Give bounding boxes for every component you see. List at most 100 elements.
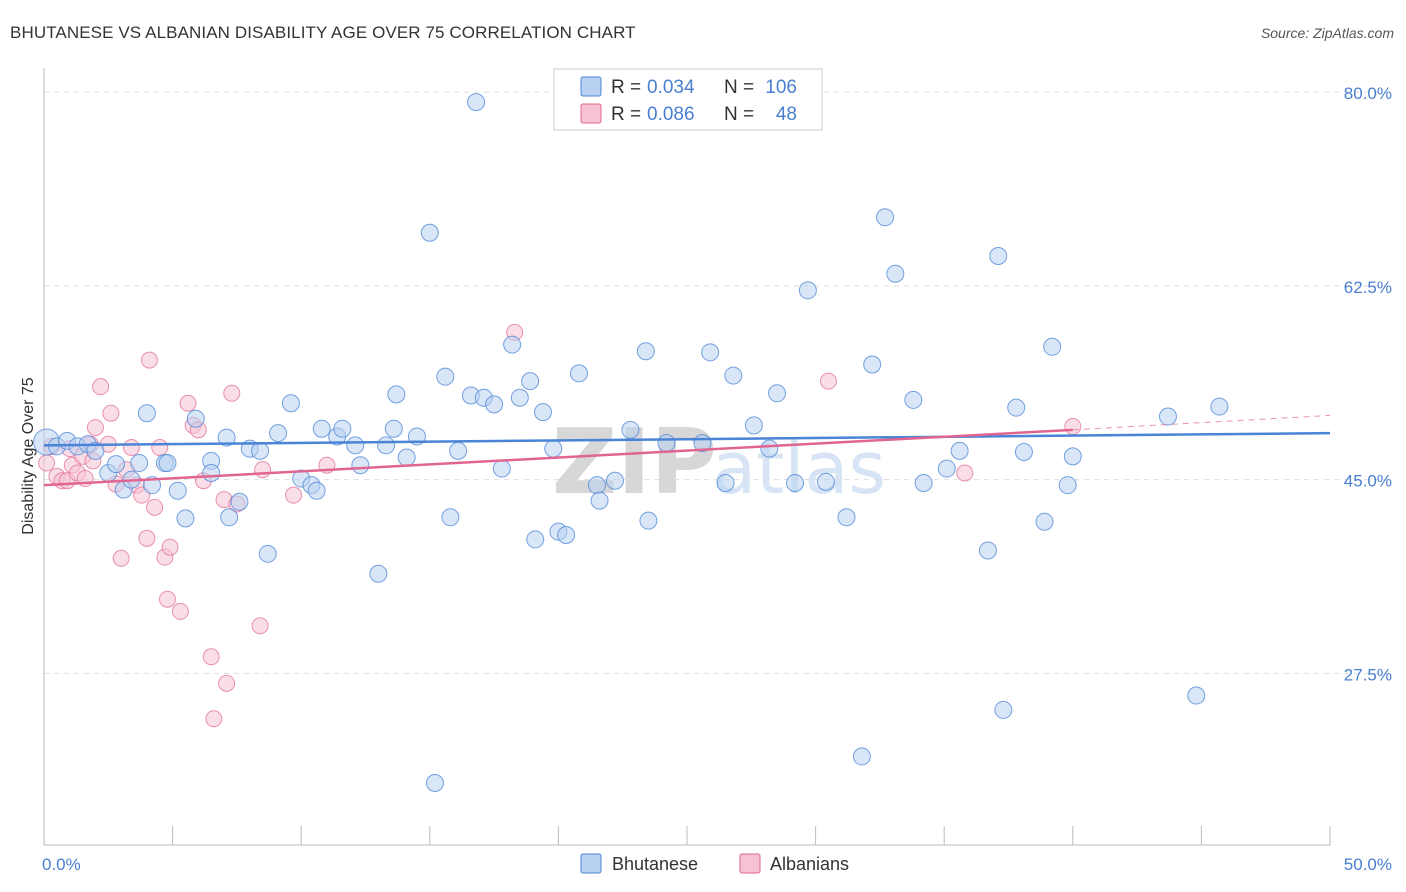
- bhutanese-point: [605, 471, 624, 490]
- bhutanese-point: [333, 419, 352, 438]
- bhutanese-point: [107, 455, 126, 474]
- y-tick-label: 27.5%: [1344, 665, 1392, 684]
- bhutanese-point: [510, 388, 529, 407]
- bhutanese-point: [786, 473, 805, 492]
- bhutanese-point: [544, 439, 563, 458]
- bhutanese-point: [863, 355, 882, 374]
- gridlines: [44, 91, 1392, 674]
- bhutanese-point: [1007, 398, 1026, 417]
- bhutanese-point: [377, 436, 396, 455]
- bhutanese-point: [312, 419, 331, 438]
- bhutanese-point: [485, 395, 504, 414]
- bhutanese-point: [886, 264, 905, 283]
- series-legend: Bhutanese Albanians: [580, 853, 849, 874]
- bhutanese-point: [994, 700, 1013, 719]
- albanians-point: [205, 710, 223, 728]
- bhutanese-point: [768, 384, 787, 403]
- bhutanese-point: [420, 223, 439, 242]
- x-tick-max: 50.0%: [1344, 855, 1392, 874]
- legend-r-label-2: R =: [611, 104, 641, 125]
- bhutanese-point: [937, 459, 956, 478]
- bhutanese-point: [441, 508, 460, 527]
- albanians-point: [284, 486, 302, 504]
- bhutanese-point: [251, 441, 270, 460]
- y-tick-labels: 80.0% 62.5% 45.0% 27.5%: [1344, 84, 1392, 684]
- bhutanese-point: [1014, 442, 1033, 461]
- albanians-point: [819, 372, 837, 390]
- bhutanese-point: [158, 454, 177, 473]
- albanians-point: [86, 419, 104, 437]
- legend-n-value-1: 106: [765, 77, 797, 98]
- albanians-trend-extension: [1072, 414, 1331, 431]
- bhutanese-point: [1063, 447, 1082, 466]
- y-axis-label: Disability Age Over 75: [20, 377, 37, 535]
- bhutanese-point: [130, 454, 149, 473]
- albanians-point: [158, 590, 176, 608]
- bhutanese-point: [701, 343, 720, 362]
- bhutanese-point: [258, 544, 277, 563]
- albanians-trend-line: [43, 428, 1073, 487]
- y-tick-label: 62.5%: [1344, 278, 1392, 297]
- bhutanese-point: [397, 448, 416, 467]
- bhutanese-legend-swatch: [580, 853, 602, 874]
- bhutanese-point: [168, 481, 187, 500]
- legend-n-label-1: N =: [724, 77, 754, 98]
- y-tick-label: 80.0%: [1344, 84, 1392, 103]
- bhutanese-point: [369, 564, 388, 583]
- bhutanese-point: [176, 509, 195, 528]
- bhutanese-point: [186, 409, 205, 428]
- albanians-point: [122, 439, 140, 457]
- legend-n-value-2: 48: [776, 104, 797, 125]
- bhutanese-point: [590, 491, 609, 510]
- bhutanese-point: [281, 394, 300, 413]
- bhutanese-point: [1035, 512, 1054, 531]
- albanians-point: [161, 538, 179, 556]
- albanians-point: [138, 529, 156, 547]
- bhutanese-point: [636, 342, 655, 361]
- bhutanese-point: [1158, 407, 1177, 426]
- bhutanese-point: [621, 420, 640, 439]
- bhutanese-point: [816, 472, 835, 491]
- watermark-atlas: atlas: [712, 426, 886, 510]
- bhutanese-point: [876, 208, 895, 227]
- bhutanese-point: [1187, 686, 1206, 705]
- albanians-point: [171, 602, 189, 620]
- chart-title: BHUTANESE VS ALBANIAN DISABILITY AGE OVE…: [10, 23, 636, 42]
- bhutanese-point: [351, 456, 370, 475]
- bhutanese-point: [86, 441, 105, 460]
- albanians-point: [140, 351, 158, 369]
- bhutanese-point: [467, 93, 486, 112]
- bhutanese-point: [521, 372, 540, 391]
- bhutanese-point: [269, 424, 288, 443]
- bhutanese-point: [639, 511, 658, 530]
- bhutanese-point: [569, 364, 588, 383]
- bhutanese-point: [449, 441, 468, 460]
- bhutanese-point: [744, 416, 763, 435]
- albanians-point: [223, 384, 241, 402]
- y-tick-label: 45.0%: [1344, 472, 1392, 491]
- bhutanese-point: [587, 476, 606, 495]
- bhutanese-point: [760, 439, 779, 458]
- bhutanese-point: [914, 473, 933, 492]
- albanians-legend-swatch: [739, 853, 761, 874]
- albanians-point: [146, 498, 164, 516]
- bhutanese-point: [137, 404, 156, 423]
- bhutanese-point: [1210, 397, 1229, 416]
- bhutanese-point: [852, 747, 871, 766]
- albanians-point: [151, 439, 169, 457]
- bhutanese-point: [716, 473, 735, 492]
- bhutanese-point: [526, 530, 545, 549]
- bhutanese-point: [657, 434, 676, 453]
- bhutanese-point: [492, 459, 511, 478]
- albanians-point: [1064, 418, 1082, 435]
- legend-r-value-2: 0.086: [647, 104, 695, 125]
- bhutanese-point: [230, 492, 249, 511]
- bhutanese-legend-label: Bhutanese: [612, 854, 698, 874]
- bhutanese-point: [503, 335, 522, 354]
- bhutanese-trend-line: [43, 431, 1331, 447]
- albanians-point: [251, 617, 269, 635]
- albanians-point: [254, 461, 272, 479]
- albanians-legend-label: Albanians: [770, 854, 849, 874]
- source-label: Source: ZipAtlas.com: [1260, 25, 1394, 41]
